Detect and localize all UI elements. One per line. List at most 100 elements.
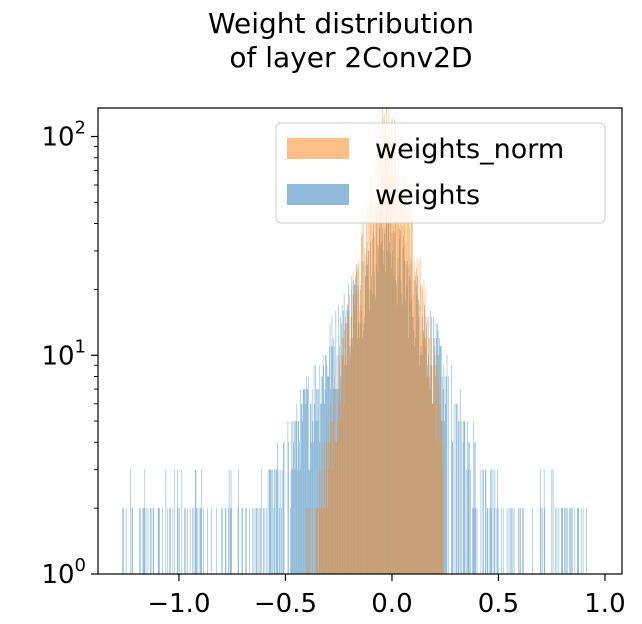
histogram-bar-weights: [172, 508, 174, 574]
histogram-bar-weights: [263, 508, 264, 574]
histogram-bar-weights: [299, 442, 300, 574]
histogram-bar-weights_norm: [318, 469, 320, 574]
histogram-bar-weights: [571, 508, 573, 574]
histogram-bar-weights: [184, 508, 185, 574]
chart-title-line-2: of layer 2Conv2D: [229, 41, 472, 74]
histogram-bar-weights_norm: [411, 218, 413, 574]
histogram-bar-weights: [551, 469, 553, 574]
histogram-bar-weights_norm: [419, 257, 421, 574]
histogram-bar-weights: [304, 389, 305, 574]
histogram-bar-weights: [187, 508, 188, 574]
histogram-bar-weights_norm: [327, 508, 328, 574]
histogram-bar-weights: [165, 469, 167, 574]
histogram-bar-weights_norm: [325, 442, 327, 574]
histogram-bar-weights: [564, 508, 565, 574]
histogram-bar-weights: [252, 508, 254, 574]
histogram-bar-weights_norm: [338, 403, 339, 574]
histogram-bar-weights_norm: [370, 175, 372, 574]
histogram-bar-weights: [290, 508, 291, 574]
histogram-bar-weights: [162, 508, 163, 574]
histogram-bar-weights: [246, 508, 247, 574]
histogram-bar-weights: [290, 469, 292, 574]
histogram-bar-weights: [475, 442, 477, 574]
series-weights-norm-bars: [300, 108, 444, 574]
histogram-bar-weights: [301, 403, 302, 574]
histogram-bar-weights_norm: [369, 206, 371, 574]
histogram-bar-weights: [225, 508, 227, 574]
histogram-bar-weights: [467, 469, 469, 574]
histogram-bar-weights_norm: [442, 469, 443, 574]
histogram-bar-weights: [157, 508, 159, 574]
y-tick-label-exponent: 1: [75, 336, 86, 357]
x-tick-label: −0.5: [254, 589, 317, 619]
histogram-bar-weights_norm: [323, 508, 324, 574]
histogram-bar-weights: [489, 508, 491, 574]
histogram-bar-weights_norm: [430, 365, 432, 574]
histogram-bar-weights_norm: [331, 421, 332, 574]
histogram-bar-weights: [174, 469, 176, 574]
histogram-bar-weights_norm: [342, 337, 344, 574]
histogram-bar-weights: [492, 469, 494, 574]
histogram-bar-weights_norm: [438, 376, 440, 574]
histogram-bar-weights_norm: [421, 284, 423, 574]
histogram-bar-weights: [261, 469, 263, 574]
histogram-bar-weights: [571, 508, 572, 574]
histogram-bar-weights_norm: [357, 264, 359, 574]
histogram-bar-weights_norm: [324, 469, 326, 574]
histogram-bar-weights: [299, 469, 301, 574]
histogram-bar-weights_norm: [336, 442, 337, 574]
histogram-bar-weights_norm: [375, 204, 377, 574]
histogram-bar-weights_norm: [412, 214, 413, 574]
histogram-bar-weights_norm: [415, 276, 417, 574]
histogram-bar-weights_norm: [322, 442, 323, 574]
histogram-bar-weights_norm: [374, 165, 376, 574]
histogram-bar-weights: [282, 469, 284, 574]
histogram-bar-weights: [315, 421, 317, 574]
histogram-bar-weights: [230, 469, 232, 574]
histogram-bar-weights: [196, 508, 197, 574]
histogram-bar-weights_norm: [397, 180, 399, 574]
histogram-bar-weights_norm: [387, 134, 389, 574]
histogram-bar-weights_norm: [426, 376, 428, 574]
histogram-bar-weights: [200, 508, 202, 574]
histogram-bar-weights_norm: [410, 208, 412, 574]
histogram-bar-weights: [480, 469, 482, 574]
histogram-bar-weights_norm: [378, 147, 380, 574]
histogram-bar-weights: [303, 389, 305, 574]
histogram-bar-weights: [470, 469, 471, 574]
histogram-bar-weights: [122, 508, 123, 574]
histogram-bar-weights: [280, 469, 282, 574]
histogram-bar-weights: [266, 508, 268, 574]
histogram-bar-weights: [485, 469, 486, 574]
histogram-bar-weights_norm: [379, 206, 381, 574]
histogram-bar-weights_norm: [435, 365, 436, 574]
histogram-bar-weights_norm: [370, 177, 371, 574]
histogram-bar-weights_norm: [356, 272, 358, 574]
histogram-bar-weights: [153, 508, 155, 574]
histogram-bar-weights: [461, 421, 463, 574]
histogram-bar-weights: [582, 508, 584, 574]
histogram-bar-weights_norm: [360, 304, 362, 574]
histogram-bar-weights_norm: [350, 289, 352, 574]
histogram-bar-weights_norm: [418, 260, 420, 574]
histogram-bar-weights_norm: [414, 260, 415, 574]
histogram-bar-weights_norm: [439, 442, 441, 574]
histogram-bar-weights_norm: [407, 202, 408, 574]
histogram-bar-weights_norm: [346, 323, 348, 574]
histogram-bar-weights: [297, 421, 299, 574]
histogram-bar-weights: [253, 508, 255, 574]
histogram-bar-weights_norm: [383, 173, 385, 574]
histogram-bar-weights_norm: [340, 403, 342, 574]
histogram-bar-weights_norm: [439, 403, 440, 574]
histogram-bar-weights: [543, 469, 545, 574]
histogram-bar-weights_norm: [371, 239, 373, 574]
histogram-bar-weights: [302, 421, 303, 574]
histogram-bar-weights: [256, 508, 257, 574]
histogram-bar-weights_norm: [363, 260, 365, 574]
histogram-bar-weights: [574, 508, 576, 574]
histogram-bar-weights_norm: [398, 145, 400, 574]
histogram-bar-weights_norm: [308, 508, 309, 574]
histogram-bar-weights: [444, 421, 445, 574]
histogram-bar-weights: [552, 469, 554, 574]
